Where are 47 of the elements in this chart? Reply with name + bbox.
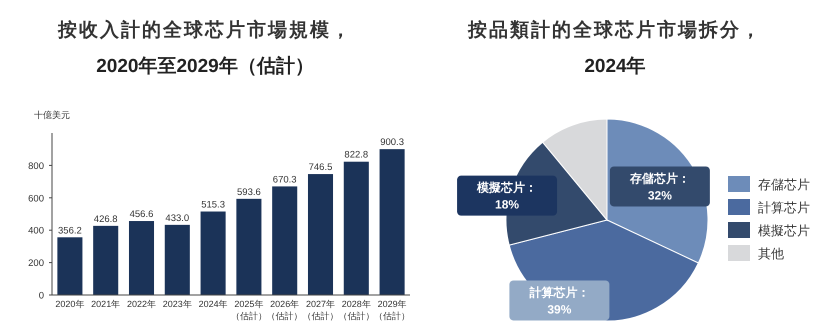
- x-tick-label: 2022年: [126, 298, 158, 310]
- bar: [200, 212, 226, 295]
- data-label: 515.3: [201, 200, 225, 211]
- chart-title: 按收入計的全球芯片市場規模，: [57, 19, 352, 41]
- bar: [272, 186, 298, 295]
- bar: [164, 224, 190, 295]
- x-tick-label: 2028年（估計）: [337, 298, 376, 322]
- legend-label: 其他: [758, 246, 784, 261]
- data-label: 426.8: [94, 214, 118, 225]
- data-label: 746.5: [308, 162, 332, 174]
- x-tick-label: 2020年: [54, 298, 86, 310]
- chart-subtitle: 2024年: [584, 56, 646, 77]
- bar: [380, 149, 405, 295]
- data-label: 670.3: [272, 174, 297, 186]
- data-label: 356.2: [58, 225, 82, 236]
- data-label: 822.8: [344, 150, 368, 161]
- legend-label: 存儲芯片: [758, 177, 810, 192]
- y-tick-label: 400: [28, 226, 44, 237]
- chart-title: 按品類計的全球芯片市場拆分，: [467, 19, 762, 41]
- data-label: 593.6: [237, 186, 261, 198]
- legend-label: 計算芯片: [758, 200, 810, 215]
- legend-label: 模擬芯片: [758, 223, 810, 238]
- data-label: 433.0: [165, 212, 190, 224]
- bar: [128, 221, 154, 295]
- data-label: 模擬芯片： 18%: [476, 180, 538, 212]
- chart-subtitle: 2020年至2029年（估計）: [96, 55, 314, 77]
- data-label: 456.6: [130, 209, 154, 220]
- y-tick-label: 800: [28, 160, 44, 172]
- x-tick-label: 2029年（估計）: [373, 298, 412, 322]
- x-tick-label: 2024年: [198, 298, 229, 310]
- x-tick-label: 2021年: [90, 298, 122, 310]
- bar: [308, 174, 334, 295]
- x-tick-label: 2026年（估計）: [266, 298, 304, 322]
- y-tick-label: 200: [28, 258, 44, 270]
- x-tick-label: 2023年: [162, 298, 193, 310]
- data-label: 存儲芯片： 32%: [628, 171, 690, 202]
- data-label: 計算芯片： 39%: [528, 285, 590, 316]
- bar: [236, 198, 262, 295]
- bar: [344, 162, 369, 295]
- y-tick-label: 0: [38, 290, 44, 302]
- bar: [57, 237, 82, 295]
- y-tick-label: 600: [28, 193, 44, 204]
- x-tick-label: 2027年（估計）: [302, 298, 340, 322]
- bar: [93, 226, 118, 295]
- data-label: 900.3: [380, 137, 404, 148]
- y-axis-title: 十億美元: [34, 110, 70, 120]
- x-tick-label: 2025年（估計）: [230, 298, 268, 322]
